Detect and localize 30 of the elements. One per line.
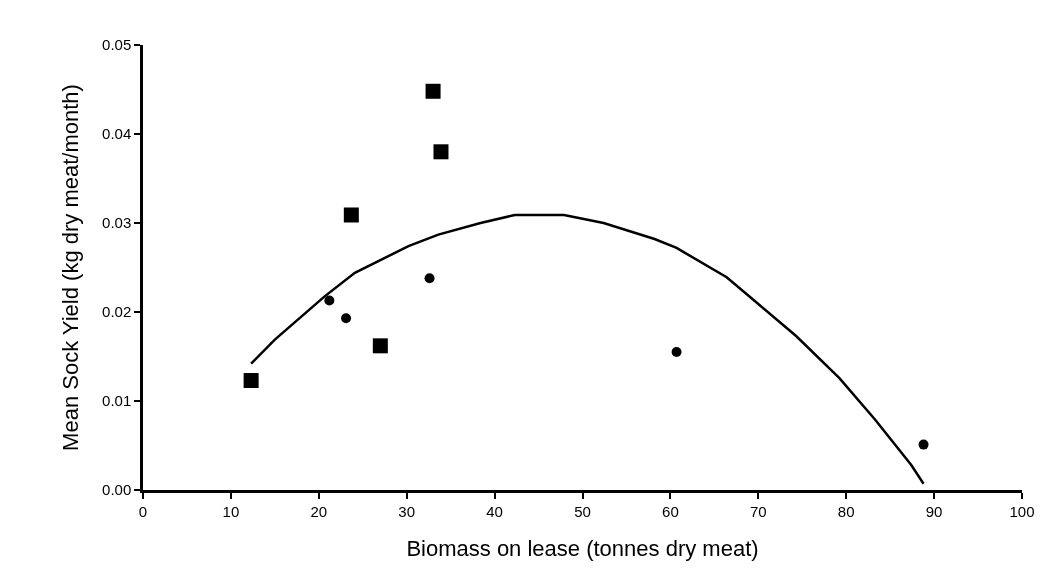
y-tick-label: 0.05	[102, 36, 132, 54]
y-tick-label: 0.00	[102, 481, 132, 499]
point	[671, 347, 682, 358]
x-tick-label: 30	[398, 502, 416, 520]
line-series	[249, 213, 925, 486]
x-tick-label: 90	[925, 502, 943, 520]
x-tick-label: 60	[662, 502, 679, 520]
point	[324, 295, 335, 306]
point	[243, 373, 259, 389]
point	[433, 144, 449, 160]
x-axis-title: Biomass on lease (tonnes dry meat)	[406, 535, 759, 561]
point	[918, 439, 929, 450]
x-tick-label: 20	[310, 502, 328, 520]
y-axis-title: Mean Sock Yield (kg dry meat/month)	[57, 84, 83, 451]
x-tick-label: 100	[1009, 502, 1035, 520]
y-tick-label: 0.04	[102, 125, 132, 143]
x-tick-label: 40	[486, 502, 503, 520]
point	[372, 338, 388, 354]
y-tick-label: 0.03	[102, 214, 132, 232]
y-tick-label: 0.01	[102, 392, 132, 410]
x-tick-label: 50	[574, 502, 591, 520]
x-tick-label: 0	[138, 502, 148, 520]
point	[425, 83, 441, 99]
x-tick-label: 10	[222, 502, 240, 520]
point	[343, 207, 359, 223]
x-tick-label: 70	[749, 502, 767, 520]
point	[424, 273, 435, 284]
x-tick-label: 80	[837, 502, 855, 520]
y-tick-label: 0.02	[102, 303, 132, 321]
point	[341, 313, 352, 324]
